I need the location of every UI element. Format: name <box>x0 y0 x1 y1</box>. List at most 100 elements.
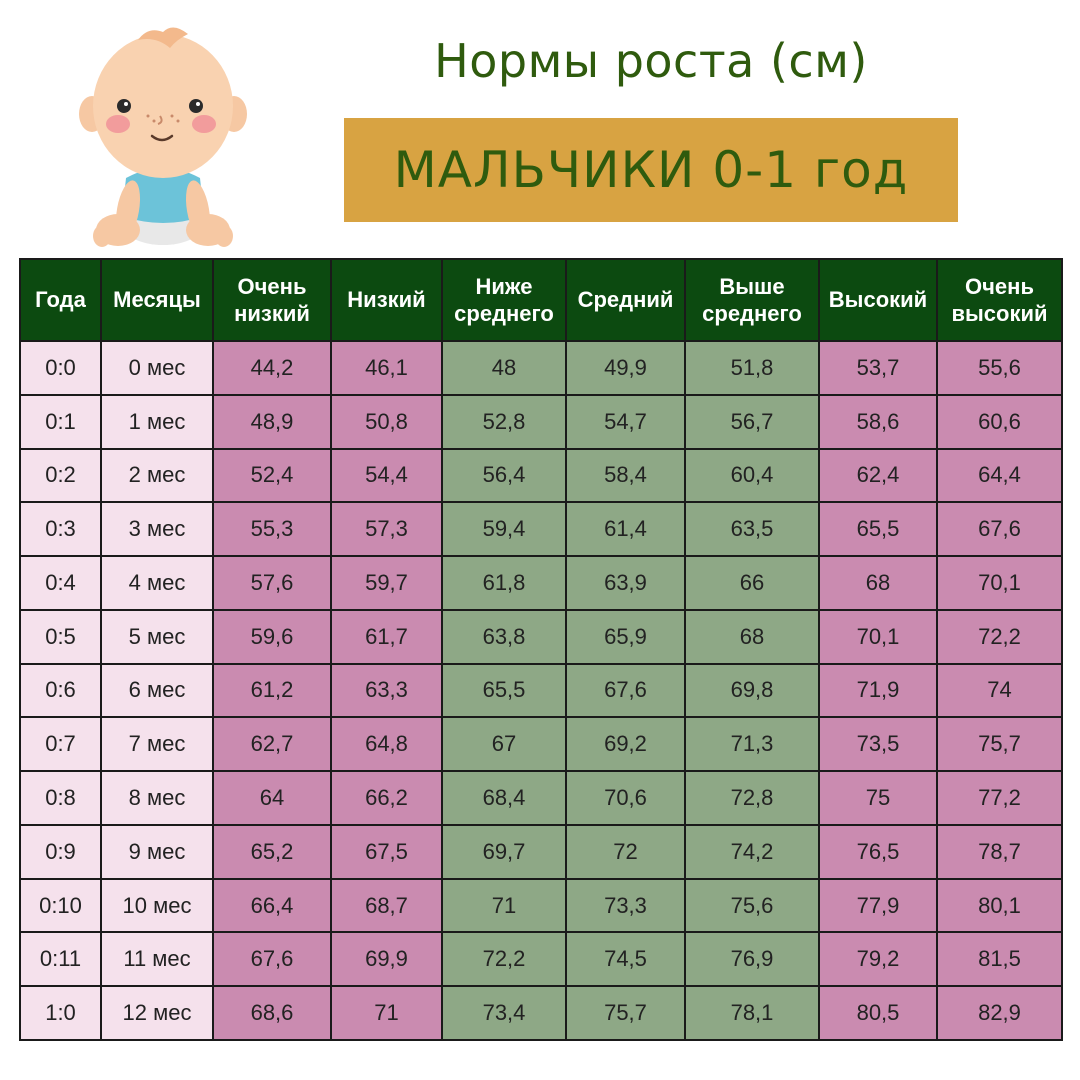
column-header-line2: низкий <box>234 301 310 326</box>
column-header-line1: Ниже <box>475 273 533 299</box>
height-value-cell: 67,6 <box>936 501 1063 558</box>
age-years-cell: 0:0 <box>19 340 102 396</box>
column-header: Высокий <box>818 258 938 342</box>
column-header-line2: высокий <box>951 301 1048 326</box>
height-value-cell: 69,7 <box>441 823 567 880</box>
column-header-line1: Средний <box>577 287 674 313</box>
table-row: 0:8 8 мес 64 66,2 68,4 70,6 72,8 75 77,2 <box>19 770 1063 826</box>
column-header-line1: Месяцы <box>113 287 201 313</box>
column-header-line1: Низкий <box>347 287 426 313</box>
height-value-cell: 73,5 <box>818 716 938 773</box>
height-value-cell: 74,5 <box>565 931 686 988</box>
height-value-cell: 78,1 <box>684 985 820 1041</box>
column-header: Низкий <box>330 258 443 342</box>
height-value-cell: 75,7 <box>936 716 1063 773</box>
height-value-cell: 54,7 <box>565 393 686 450</box>
column-header-line1: Очень <box>965 273 1034 299</box>
column-header: Выше среднего <box>684 258 820 342</box>
height-value-cell: 72,8 <box>684 770 820 826</box>
age-months-cell: 6 мес <box>100 662 214 719</box>
age-months-cell: 7 мес <box>100 716 214 773</box>
height-value-cell: 60,6 <box>936 393 1063 450</box>
age-months-cell: 4 мес <box>100 555 214 611</box>
height-value-cell: 54,4 <box>330 447 443 504</box>
table-row: 0:4 4 мес 57,6 59,7 61,8 63,9 66 68 70,1 <box>19 555 1063 611</box>
age-months-cell: 10 мес <box>100 877 214 934</box>
height-value-cell: 66,4 <box>212 877 332 934</box>
age-months-cell: 11 мес <box>100 931 214 988</box>
height-value-cell: 56,7 <box>684 393 820 450</box>
height-value-cell: 63,5 <box>684 501 820 558</box>
height-value-cell: 59,4 <box>441 501 567 558</box>
height-value-cell: 53,7 <box>818 340 938 396</box>
height-value-cell: 68,6 <box>212 985 332 1041</box>
table-row: 0:2 2 мес 52,4 54,4 56,4 58,4 60,4 62,4 64,4 <box>19 447 1063 504</box>
height-value-cell: 61,8 <box>441 555 567 611</box>
height-value-cell: 68 <box>818 555 938 611</box>
height-value-cell: 46,1 <box>330 340 443 396</box>
height-value-cell: 44,2 <box>212 340 332 396</box>
height-value-cell: 75,6 <box>684 877 820 934</box>
age-years-cell: 0:11 <box>19 931 102 988</box>
height-value-cell: 67,5 <box>330 823 443 880</box>
height-value-cell: 71 <box>441 877 567 934</box>
height-value-cell: 70,6 <box>565 770 686 826</box>
age-years-cell: 0:10 <box>19 877 102 934</box>
height-value-cell: 50,8 <box>330 393 443 450</box>
height-value-cell: 78,7 <box>936 823 1063 880</box>
age-years-cell: 0:2 <box>19 447 102 504</box>
height-value-cell: 69,2 <box>565 716 686 773</box>
table-row: 1:0 12 мес 68,6 71 73,4 75,7 78,1 80,5 82,9 <box>19 985 1063 1041</box>
column-header-line2: среднего <box>454 301 554 326</box>
height-value-cell: 57,6 <box>212 555 332 611</box>
height-value-cell: 61,2 <box>212 662 332 719</box>
height-value-cell: 63,8 <box>441 608 567 665</box>
height-value-cell: 62,7 <box>212 716 332 773</box>
table-row: 0:3 3 мес 55,3 57,3 59,4 61,4 63,5 65,5 67,6 <box>19 501 1063 558</box>
age-years-cell: 0:6 <box>19 662 102 719</box>
height-value-cell: 82,9 <box>936 985 1063 1041</box>
height-value-cell: 71,3 <box>684 716 820 773</box>
height-value-cell: 56,4 <box>441 447 567 504</box>
age-months-cell: 1 мес <box>100 393 214 450</box>
height-value-cell: 65,2 <box>212 823 332 880</box>
height-value-cell: 72,2 <box>441 931 567 988</box>
age-years-cell: 0:5 <box>19 608 102 665</box>
height-value-cell: 70,1 <box>818 608 938 665</box>
age-years-cell: 0:9 <box>19 823 102 880</box>
height-value-cell: 75,7 <box>565 985 686 1041</box>
height-value-cell: 69,8 <box>684 662 820 719</box>
height-norms-table: Года Месяцы Очень низкий Низкий Ниже среднего С… <box>19 258 1063 1041</box>
subtitle-text: МАЛЬЧИКИ 0-1 год <box>393 141 909 199</box>
height-value-cell: 65,5 <box>818 501 938 558</box>
height-value-cell: 71 <box>330 985 443 1041</box>
height-value-cell: 59,6 <box>212 608 332 665</box>
height-value-cell: 72 <box>565 823 686 880</box>
table-body: 0:0 0 мес 44,2 46,1 48 49,9 51,8 53,7 55,6 0:1 1 м… <box>19 340 1063 1041</box>
table-row: 0:9 9 мес 65,2 67,5 69,7 72 74,2 76,5 78,7 <box>19 823 1063 880</box>
height-value-cell: 67,6 <box>212 931 332 988</box>
height-value-cell: 64,4 <box>936 447 1063 504</box>
column-header: Средний <box>565 258 686 342</box>
column-header: Очень высокий <box>936 258 1063 342</box>
height-value-cell: 65,9 <box>565 608 686 665</box>
height-value-cell: 60,4 <box>684 447 820 504</box>
table-row: 0:5 5 мес 59,6 61,7 63,8 65,9 68 70,1 72,2 <box>19 608 1063 665</box>
height-value-cell: 77,2 <box>936 770 1063 826</box>
age-years-cell: 1:0 <box>19 985 102 1041</box>
height-value-cell: 80,1 <box>936 877 1063 934</box>
column-header-line1: Года <box>35 287 86 313</box>
height-value-cell: 79,2 <box>818 931 938 988</box>
height-value-cell: 73,3 <box>565 877 686 934</box>
height-value-cell: 66,2 <box>330 770 443 826</box>
age-months-cell: 2 мес <box>100 447 214 504</box>
table-row: 0:0 0 мес 44,2 46,1 48 49,9 51,8 53,7 55,6 <box>19 340 1063 396</box>
subtitle-banner: МАЛЬЧИКИ 0-1 год <box>344 118 958 222</box>
height-value-cell: 64,8 <box>330 716 443 773</box>
height-value-cell: 57,3 <box>330 501 443 558</box>
column-header: Очень низкий <box>212 258 332 342</box>
table-row: 0:1 1 мес 48,9 50,8 52,8 54,7 56,7 58,6 60,6 <box>19 393 1063 450</box>
height-value-cell: 74 <box>936 662 1063 719</box>
height-value-cell: 58,4 <box>565 447 686 504</box>
height-value-cell: 76,5 <box>818 823 938 880</box>
